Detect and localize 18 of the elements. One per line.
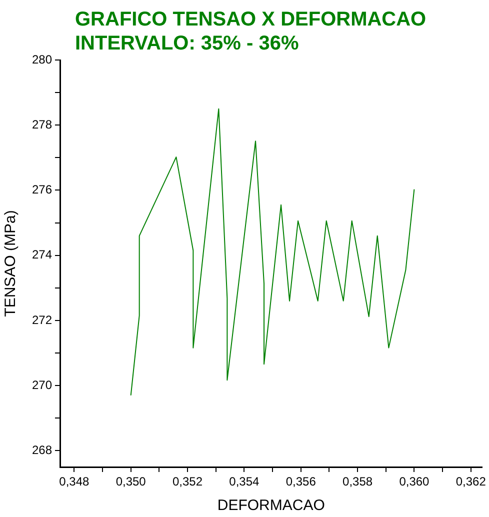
x-tick-label: 0,360 bbox=[399, 474, 430, 489]
x-tick-label: 0,356 bbox=[286, 474, 316, 489]
x-tick-label: 0,352 bbox=[172, 474, 203, 489]
x-tick-label: 0,348 bbox=[59, 474, 90, 489]
y-tick-label: 278 bbox=[32, 117, 52, 132]
x-tick-label: 0,350 bbox=[116, 474, 146, 489]
x-tick-label: 0,358 bbox=[342, 474, 373, 489]
chart-title: GRAFICO TENSAO X DEFORMACAO INTERVALO: 35% - 36% bbox=[75, 8, 426, 55]
y-axis-title: TENSAO (MPa) bbox=[2, 210, 20, 317]
y-tick-label: 276 bbox=[32, 182, 52, 197]
y-tick-label: 280 bbox=[32, 52, 52, 66]
y-tick-label: 268 bbox=[32, 443, 52, 458]
y-tick-label: 270 bbox=[32, 378, 52, 392]
x-tick-label: 0,362 bbox=[456, 474, 486, 489]
y-tick-label: 272 bbox=[32, 312, 52, 327]
x-tick-label: 0,354 bbox=[229, 474, 260, 489]
y-tick-label: 274 bbox=[32, 248, 52, 262]
x-axis-title: DEFORMACAO bbox=[217, 497, 325, 514]
